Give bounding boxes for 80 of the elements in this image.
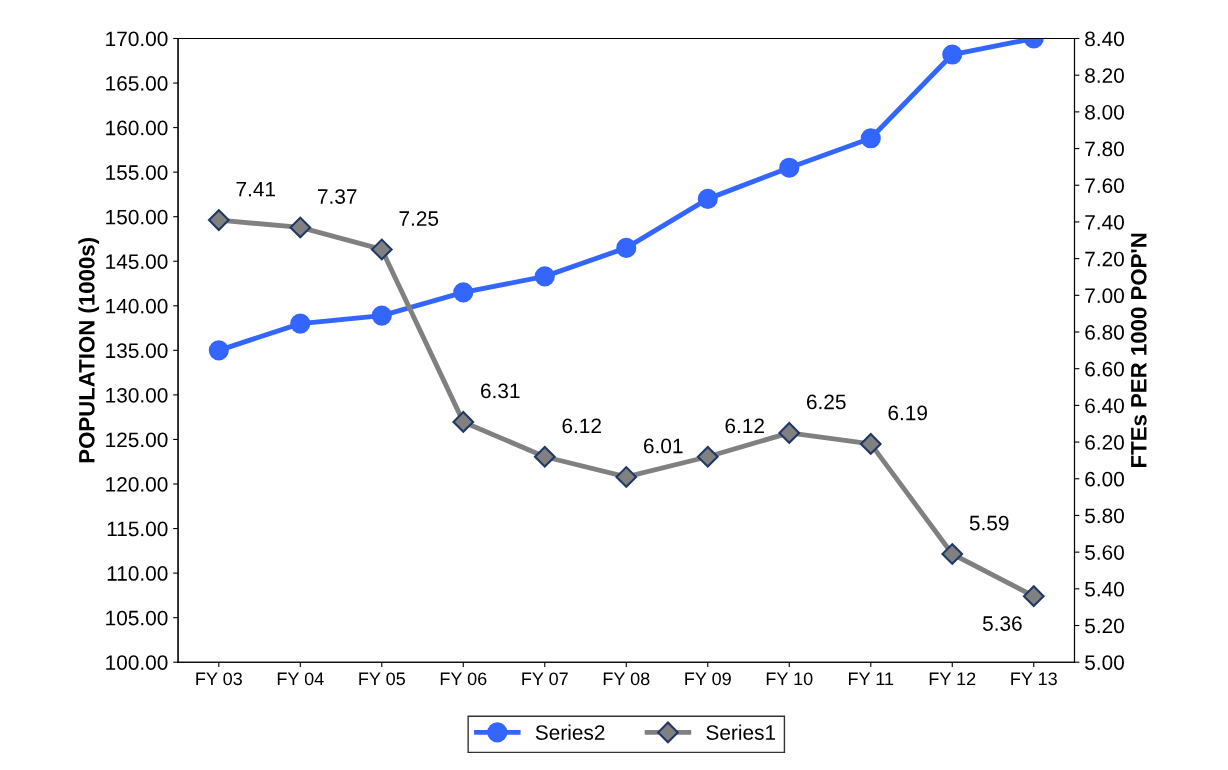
point: [289, 216, 312, 239]
y2-tick-label: 6.60: [1085, 361, 1124, 377]
y2-tick-label: 6.20: [1085, 435, 1124, 450]
y-tick-label: 115.00: [107, 521, 168, 537]
y-tick-label: 105.00: [106, 610, 168, 626]
data-label: 6.12: [725, 418, 764, 434]
y-axis-title: POPULATION (1000s): [78, 238, 100, 463]
point: [778, 422, 801, 444]
y-tick-label: 110.00: [107, 566, 168, 581]
y-tick-label: 165.00: [106, 76, 168, 91]
point: [860, 128, 881, 149]
point: [616, 237, 637, 258]
x-tick-label: FY 07: [522, 672, 568, 686]
point: [452, 411, 475, 433]
data-label: 6.12: [562, 418, 601, 434]
y-tick-label: 130.00: [106, 387, 168, 403]
y-tick-label: 170.00: [106, 31, 168, 47]
y-tick-label: 120.00: [106, 477, 168, 492]
point: [779, 157, 800, 178]
y-tick-label: 155.00: [106, 165, 168, 180]
y2-tick-label: 7.80: [1085, 141, 1124, 157]
data-label: 5.36: [982, 616, 1022, 631]
y2-tick-label: 7.00: [1085, 288, 1124, 304]
point: [290, 313, 311, 334]
y-tick-label: 125.00: [106, 432, 168, 448]
point: [370, 238, 393, 261]
x-tick-label: FY 11: [848, 672, 894, 686]
point: [615, 466, 638, 488]
y2-tick-label: 6.40: [1085, 398, 1124, 414]
data-label: 6.01: [644, 438, 683, 454]
data-label: 6.19: [888, 405, 927, 421]
y2-tick-label: 5.20: [1085, 618, 1124, 634]
y2-tick-label: 5.80: [1085, 508, 1124, 524]
data-label: 6.31: [481, 383, 520, 399]
y-tick-label: 135.00: [106, 343, 168, 359]
point: [453, 282, 474, 303]
y2-tick-label: 7.40: [1085, 214, 1124, 230]
x-tick-label: FY 05: [359, 672, 405, 686]
point: [207, 209, 230, 231]
y-tick-label: 160.00: [106, 120, 168, 136]
y-tick-label: 140.00: [106, 298, 168, 314]
x-tick-label: FY 04: [277, 672, 324, 686]
data-label: 7.41: [236, 182, 275, 197]
point: [859, 433, 882, 455]
point: [534, 266, 555, 287]
legend-label: Series2: [535, 724, 605, 740]
y2-tick-label: 5.40: [1085, 581, 1124, 597]
point: [696, 445, 719, 468]
data-label: 7.37: [318, 189, 357, 204]
x-tick-label: FY 09: [685, 672, 731, 686]
point: [371, 305, 392, 326]
y2-tick-label: 6.80: [1085, 325, 1124, 340]
x-tick-label: FY 10: [766, 672, 813, 686]
point: [208, 340, 229, 361]
y2-tick-label: 8.20: [1085, 68, 1124, 83]
point: [941, 543, 964, 565]
y2-axis-title: FTEs PER 1000 POP'N: [1130, 233, 1147, 467]
x-tick-label: FY 03: [196, 672, 242, 686]
y-tick-label: 100.00: [106, 655, 168, 670]
y-tick-label: 145.00: [106, 254, 168, 269]
data-label: 6.25: [806, 394, 846, 410]
point: [942, 44, 963, 65]
y2-tick-label: 7.20: [1085, 251, 1124, 267]
data-label: 5.59: [969, 515, 1009, 531]
y2-tick-label: 5.00: [1085, 655, 1124, 670]
x-tick-label: FY 06: [440, 672, 487, 686]
y2-tick-label: 5.60: [1085, 545, 1124, 560]
legend-label: Series1: [706, 724, 776, 740]
y2-tick-label: 7.60: [1085, 178, 1124, 194]
x-tick-label: FY 08: [603, 672, 650, 686]
y-tick-label: 150.00: [106, 209, 168, 225]
y2-tick-label: 8.00: [1085, 104, 1124, 120]
point: [697, 188, 718, 209]
x-tick-label: FY 13: [1011, 672, 1057, 686]
y2-tick-label: 8.40: [1085, 31, 1124, 47]
y2-tick-label: 6.00: [1085, 471, 1124, 487]
point: [533, 445, 556, 468]
x-tick-label: FY 12: [929, 672, 976, 686]
point: [1022, 585, 1045, 608]
data-label: 7.25: [399, 211, 439, 226]
